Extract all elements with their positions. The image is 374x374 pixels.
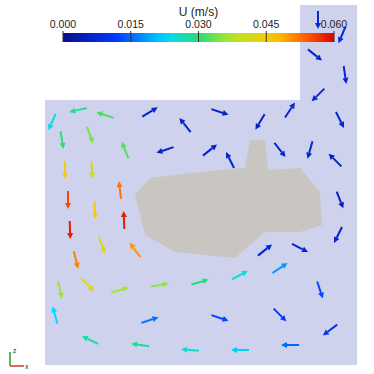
svg-text:0.060: 0.060 bbox=[321, 18, 347, 30]
svg-text:0.030: 0.030 bbox=[185, 18, 211, 30]
svg-text:U (m/s): U (m/s) bbox=[179, 5, 218, 19]
svg-text:0.000: 0.000 bbox=[50, 18, 76, 30]
svg-text:0.015: 0.015 bbox=[118, 18, 144, 30]
svg-text:z: z bbox=[13, 347, 17, 354]
svg-text:x: x bbox=[25, 363, 29, 370]
svg-text:0.045: 0.045 bbox=[253, 18, 279, 30]
